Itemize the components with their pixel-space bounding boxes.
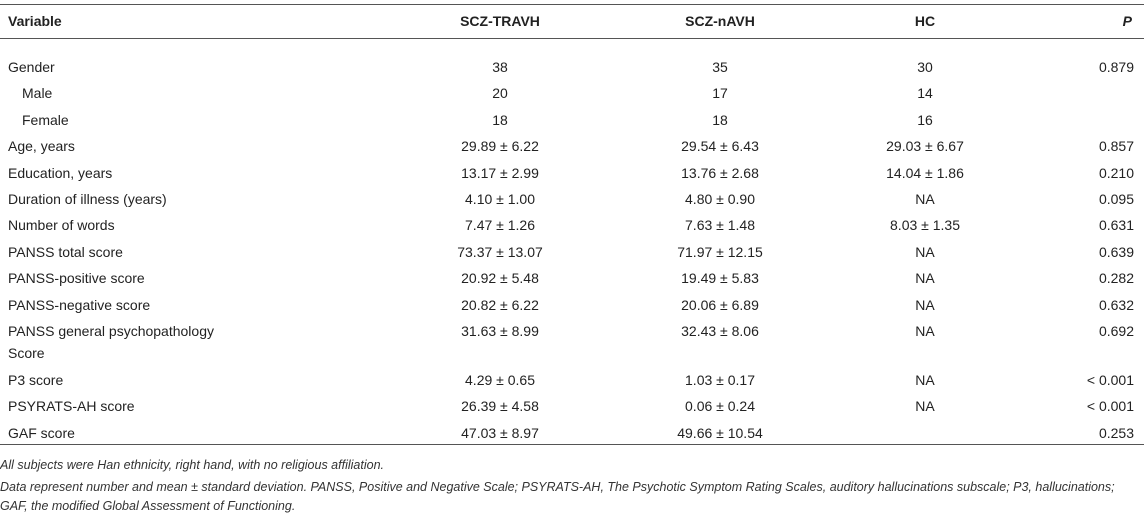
cell-value: 17 [712, 85, 728, 102]
cell-value: 73.37 ± 13.07 [457, 243, 543, 260]
cell-value: 0.879 [1098, 59, 1134, 75]
column-header: SCZ-TRAVH [460, 13, 540, 29]
cell-value: 47.03 ± 8.97 [461, 424, 539, 441]
cell-value: < 0.001 [1086, 372, 1134, 388]
cell-value: 16 [917, 111, 933, 128]
cell-value: 20.82 ± 6.22 [461, 296, 539, 313]
cell-value: 20 [492, 85, 508, 102]
cell-value: 4.10 ± 1.00 [465, 191, 535, 207]
cell-value: 0.095 [1098, 191, 1134, 207]
cell-value: NA [915, 323, 935, 339]
bottom-rule [0, 444, 1144, 445]
cell-value: 26.39 ± 4.58 [461, 398, 539, 415]
cell-value: 7.47 ± 1.26 [465, 217, 535, 234]
column-header: HC [914, 13, 936, 29]
row-label: Number of words [8, 217, 115, 234]
cell-value: 0.631 [1098, 217, 1134, 234]
cell-value: 71.97 ± 12.15 [677, 243, 763, 260]
cell-value: 7.63 ± 1.48 [685, 217, 755, 234]
cell-value: 18 [492, 111, 508, 128]
row-label: Education, years [8, 164, 113, 181]
top-rule [0, 4, 1144, 5]
cell-value: 0.253 [1098, 424, 1134, 441]
cell-value: 0.692 [1098, 323, 1134, 339]
cell-value: NA [915, 372, 935, 388]
cell-value: NA [915, 270, 935, 287]
cell-value: 13.17 ± 2.99 [461, 164, 539, 181]
cell-value: NA [915, 191, 935, 207]
row-label: Duration of illness (years) [8, 191, 167, 207]
row-label: Age, years [8, 138, 75, 155]
cell-value: NA [915, 296, 935, 313]
cell-value: 31.63 ± 8.99 [461, 323, 539, 339]
cell-value: 49.66 ± 10.54 [677, 424, 763, 441]
cell-value: < 0.001 [1086, 398, 1134, 415]
row-label: Gender [8, 59, 55, 75]
row-label: PANSS-positive score [8, 270, 145, 287]
footnote: Data represent number and mean ± standar… [0, 480, 1115, 513]
cell-value: 14 [917, 85, 933, 102]
row-label: PANSS general psychopathology Score [8, 323, 214, 361]
row-label: GAF score [8, 424, 75, 441]
cell-value: 30 [917, 59, 933, 75]
cell-value: 8.03 ± 1.35 [890, 217, 960, 234]
column-header: SCZ-nAVH [685, 13, 755, 29]
cell-value: 13.76 ± 2.68 [681, 164, 759, 181]
cell-value: 0.210 [1098, 164, 1134, 181]
cell-value: 4.80 ± 0.90 [685, 191, 755, 207]
cell-value: 0.632 [1098, 296, 1134, 313]
cell-value: 4.29 ± 0.65 [465, 372, 535, 388]
cell-value: 29.54 ± 6.43 [681, 138, 759, 155]
cell-value: 0.857 [1098, 138, 1134, 155]
cell-value: 20.92 ± 5.48 [461, 270, 539, 287]
header-rule [0, 38, 1144, 39]
row-label: PANSS-negative score [8, 296, 151, 313]
row-label: PSYRATS-AH score [8, 398, 135, 415]
cell-value: 32.43 ± 8.06 [681, 323, 759, 339]
column-header: P [1122, 13, 1132, 29]
cell-value: 0.639 [1098, 243, 1134, 260]
cell-value: 29.03 ± 6.67 [886, 138, 964, 155]
row-label: Female [22, 111, 69, 128]
row-label: Male [22, 85, 53, 102]
cell-value: 18 [712, 111, 728, 128]
cell-value: NA [915, 398, 935, 415]
cell-value: 1.03 ± 0.17 [685, 372, 755, 388]
row-label: P3 score [8, 372, 64, 388]
cell-value: 19.49 ± 5.83 [681, 270, 759, 287]
cell-value: 0.06 ± 0.24 [685, 398, 755, 415]
cell-value: 0.282 [1098, 270, 1134, 287]
cell-value: NA [915, 243, 935, 260]
cell-value: 20.06 ± 6.89 [681, 296, 759, 313]
row-label: PANSS total score [8, 243, 123, 260]
cell-value: 29.89 ± 6.22 [461, 138, 539, 155]
cell-value: 38 [492, 59, 508, 75]
cell-value: 14.04 ± 1.86 [886, 164, 964, 181]
cell-value: 35 [712, 59, 728, 75]
column-header: Variable [8, 13, 62, 29]
footnote: All subjects were Han ethnicity, right h… [0, 458, 384, 472]
